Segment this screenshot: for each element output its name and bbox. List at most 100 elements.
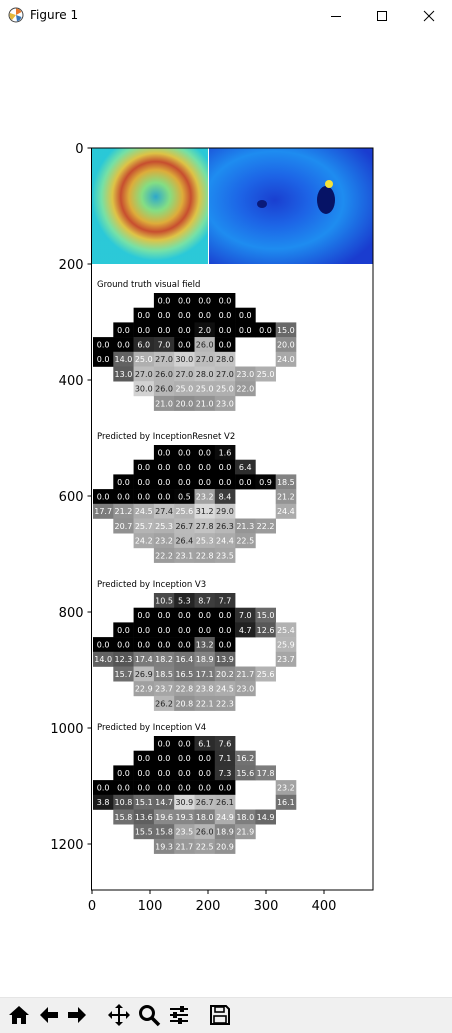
vf-cell — [255, 366, 276, 382]
close-button[interactable] — [406, 0, 452, 31]
figure-canvas[interactable]: Ground truth visual field 0.0 0.0 0.0 0.0 0.0… — [0, 31, 452, 997]
vf-cell-value: 0.0 — [158, 640, 171, 649]
y-tick-label: 800 — [59, 606, 84, 621]
vf-cell — [153, 750, 175, 766]
vf-cell-value: 26.0 — [196, 828, 214, 837]
vf-cell — [113, 518, 134, 534]
vf-cell — [194, 838, 216, 854]
vf-cell-value: 0.0 — [178, 296, 191, 305]
window-title: Figure 1 — [30, 8, 79, 22]
vf-cell — [133, 459, 155, 475]
maximize-button[interactable] — [359, 0, 405, 31]
vf-cell — [194, 395, 216, 411]
vf-cell — [133, 607, 155, 623]
vf-cell-value: 22.5 — [236, 537, 254, 546]
vf-cell-value: 10.5 — [155, 596, 173, 605]
vf-cell — [194, 489, 216, 505]
vf-cell-value: 17.7 — [94, 507, 112, 516]
vf-cell — [275, 322, 297, 338]
vf-cell — [133, 666, 155, 682]
vf-cell-value: 27.0 — [216, 370, 234, 379]
vf-cell — [275, 780, 297, 796]
vf-cell-value: 0.0 — [219, 340, 232, 349]
vf-cell — [214, 533, 236, 549]
vf-cell — [153, 794, 175, 810]
back-icon — [40, 1007, 58, 1023]
vf-cell-value: 0.0 — [198, 448, 211, 457]
vf-cell — [133, 366, 155, 382]
vf-cell-value: 0.0 — [178, 311, 191, 320]
vf-cell-value: 25.6 — [257, 670, 275, 679]
vf-cell — [153, 533, 175, 549]
vf-cell — [174, 395, 195, 411]
vf-cell — [113, 622, 134, 638]
vf-cell-value: 0.0 — [178, 326, 191, 335]
vf-cell-value: 26.0 — [155, 385, 173, 394]
vf-cell-value: 0.0 — [137, 640, 150, 649]
vf-cell — [194, 651, 216, 667]
vf-cell — [153, 459, 175, 475]
vf-cell-value: 0.0 — [117, 769, 130, 778]
vf-cell-value: 0.0 — [239, 311, 252, 320]
vf-cell — [214, 322, 236, 338]
vf-cell — [133, 381, 155, 397]
vf-cell — [194, 794, 216, 810]
vf-cell — [174, 838, 195, 854]
vf-cell-value: 15.1 — [135, 798, 153, 807]
vf-cell-value: 0.0 — [178, 626, 191, 635]
vf-cell-value: 0.0 — [137, 311, 150, 320]
forward-button[interactable] — [62, 1000, 92, 1030]
vf-cell — [174, 750, 195, 766]
axes-frame: 0 100 200 300 400 0 200 400 600 800 1000 1200 — [50, 142, 374, 914]
vf-cell — [275, 651, 297, 667]
home-button[interactable] — [4, 1000, 34, 1030]
vf-cell — [235, 366, 256, 382]
vf-cell — [174, 666, 195, 682]
visual-field-panel: Predicted by InceptionResnet V2 0.0 0.0 0.0… — [93, 432, 297, 563]
vf-cell — [235, 765, 256, 781]
vf-cell-value: 23.7 — [277, 655, 295, 664]
vf-cell — [174, 695, 195, 711]
vf-cell — [214, 750, 236, 766]
oct-images — [92, 148, 373, 264]
vf-cell-value: 26.3 — [216, 522, 234, 531]
minimize-button[interactable] — [313, 0, 359, 31]
vf-cell-value: 24.4 — [216, 537, 234, 546]
configure-subplots-button[interactable] — [164, 1000, 194, 1030]
vf-cell-value: 25.0 — [135, 355, 153, 364]
vf-cell-value: 0.0 — [178, 478, 191, 487]
back-button[interactable] — [34, 1000, 64, 1030]
vf-cell-value: 0.0 — [97, 640, 110, 649]
zoom-button[interactable] — [134, 1000, 164, 1030]
visual-field-panel: Predicted by Inception V4 0.0 0.0 6.1 7.6 0.0… — [93, 723, 297, 854]
vf-cell — [174, 518, 195, 534]
vf-cell — [113, 474, 134, 490]
window-titlebar: Figure 1 — [0, 0, 452, 31]
vf-cell-value: 15.6 — [236, 769, 254, 778]
vf-cell-value: 0.0 — [198, 626, 211, 635]
vf-cell-value: 0.0 — [219, 326, 232, 335]
vf-cell-value: 19.6 — [155, 813, 173, 822]
vf-cell — [235, 824, 256, 840]
vf-cell-value: 23.2 — [155, 537, 173, 546]
save-button[interactable] — [205, 1000, 235, 1030]
vf-cell — [214, 307, 236, 323]
vf-cell-value: 26.0 — [196, 340, 214, 349]
vf-cell — [194, 322, 216, 338]
vf-cell — [153, 780, 175, 796]
vf-cell — [255, 518, 276, 534]
configure-subplots-icon — [170, 1006, 188, 1024]
vf-cell-value: 20.9 — [216, 842, 234, 851]
vf-cell-value: 18.0 — [236, 813, 254, 822]
vf-cell-value: 27.4 — [155, 507, 173, 516]
vf-cell — [133, 765, 155, 781]
vf-cell-value: 15.8 — [115, 813, 133, 822]
vf-cell — [133, 489, 155, 505]
vf-cell — [275, 351, 297, 367]
vf-cell — [133, 750, 155, 766]
vf-cell — [214, 695, 236, 711]
vf-cell-value: 1.6 — [219, 448, 232, 457]
vf-cell-value: 0.0 — [158, 311, 171, 320]
pan-button[interactable] — [104, 1000, 134, 1030]
visual-field-grids: Ground truth visual field 0.0 0.0 0.0 0.0 0.0… — [93, 280, 297, 854]
